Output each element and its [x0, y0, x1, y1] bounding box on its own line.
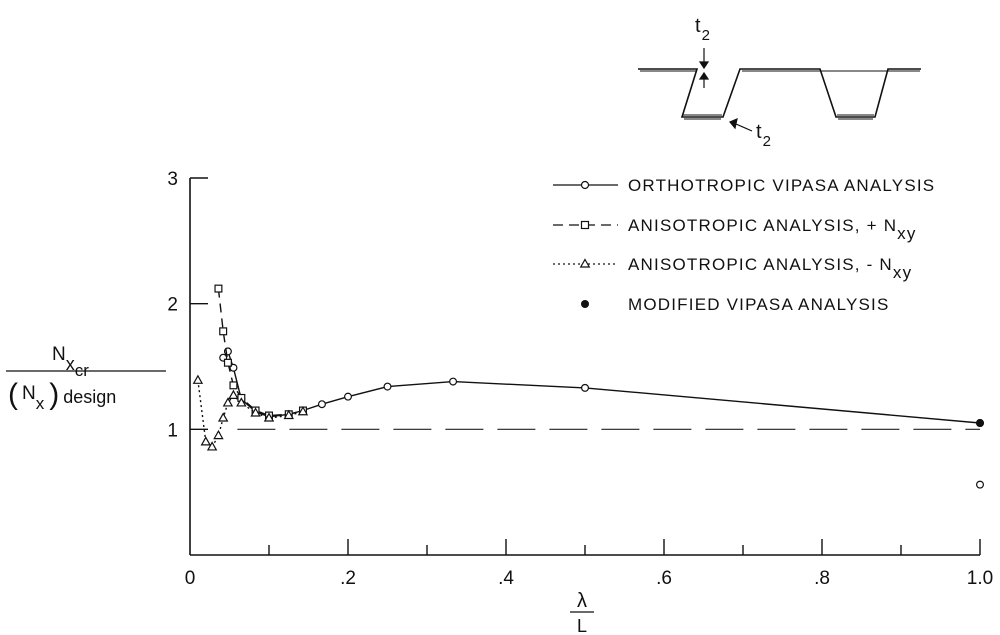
y-axis-ticks: 1 2 3 — [167, 169, 208, 441]
y-axis-label: Nxcr (Nx) design — [6, 344, 166, 413]
panel-cross-section-diagram: t2 t2 — [638, 15, 921, 150]
legend-label-anisotropic-minus: ANISOTROPIC ANALYSIS, - Nxy — [628, 255, 912, 282]
series-3 — [976, 419, 984, 428]
data-point-triangle — [228, 389, 239, 400]
thickness-label-right: t2 — [756, 121, 771, 150]
data-point-triangle — [213, 429, 224, 440]
x-tick-label: .4 — [498, 568, 514, 589]
legend-label-modified-vipasa: MODIFIED VIPASA ANALYSIS — [628, 295, 890, 314]
data-point-square — [219, 327, 228, 336]
data-point-triangle — [200, 436, 212, 446]
data-point-square — [229, 381, 238, 390]
y-tick-label: 1 — [167, 420, 178, 441]
data-point-triangle — [263, 412, 275, 422]
data-point-triangle — [206, 441, 218, 451]
legend-label-orthotropic: ORTHOTROPIC VIPASA ANALYSIS — [628, 176, 935, 195]
x-tick-label: 0 — [185, 568, 196, 589]
y-label-numerator: Nxcr — [52, 344, 89, 380]
thickness-label-top: t2 — [695, 15, 710, 44]
data-point-circle — [383, 382, 392, 391]
legend-item-modified-vipasa: MODIFIED VIPASA ANALYSIS — [581, 295, 890, 314]
data-point-triangle — [250, 407, 261, 417]
x-label-numerator: λ — [577, 590, 587, 612]
x-axis-ticks: 0 .2 .4 .6 .8 1.0 — [185, 539, 993, 589]
data-point-circle — [317, 400, 326, 409]
x-axis-label: λ L — [570, 590, 594, 635]
data-point-triangle — [283, 409, 294, 420]
skin-hatching — [640, 70, 920, 120]
x-tick-label: .8 — [814, 568, 830, 589]
data-point-circle — [975, 480, 984, 489]
data-point-triangle — [192, 374, 204, 384]
y-tick-label: 2 — [167, 295, 178, 316]
series-2 — [192, 374, 309, 451]
data-point-circle — [449, 377, 458, 386]
data-point-triangle — [222, 397, 234, 407]
legend: ORTHOTROPIC VIPASA ANALYSIS ANISOTROPIC … — [553, 176, 935, 314]
series-layer — [192, 284, 984, 489]
data-point-circle — [580, 383, 589, 392]
y-tick-label: 3 — [167, 169, 178, 190]
thickness-arrows — [698, 48, 753, 132]
legend-item-anisotropic-minus: ANISOTROPIC ANALYSIS, - Nxy — [553, 255, 912, 282]
x-tick-label: .6 — [656, 568, 672, 589]
series-line — [197, 380, 304, 448]
data-point-triangle — [217, 412, 229, 422]
x-tick-label: 1.0 — [967, 568, 993, 589]
skin-and-stiffener-outline — [638, 68, 921, 118]
data-point-circle — [344, 392, 353, 401]
legend-label-anisotropic-plus: ANISOTROPIC ANALYSIS, + Nxy — [628, 216, 917, 243]
legend-item-orthotropic: ORTHOTROPIC VIPASA ANALYSIS — [553, 176, 935, 195]
data-point-square — [223, 358, 232, 367]
series-0 — [219, 347, 984, 428]
legend-item-anisotropic-plus: ANISOTROPIC ANALYSIS, + Nxy — [553, 216, 917, 243]
data-point-triangle — [297, 406, 309, 416]
data-point-filled-circle — [976, 419, 984, 428]
y-label-denominator: (Nx) design — [8, 378, 116, 413]
data-point-square — [214, 284, 223, 293]
x-tick-label: .2 — [340, 568, 356, 589]
series-line — [222, 349, 981, 424]
data-point-triangle — [236, 397, 247, 407]
x-label-denominator: L — [577, 616, 587, 635]
